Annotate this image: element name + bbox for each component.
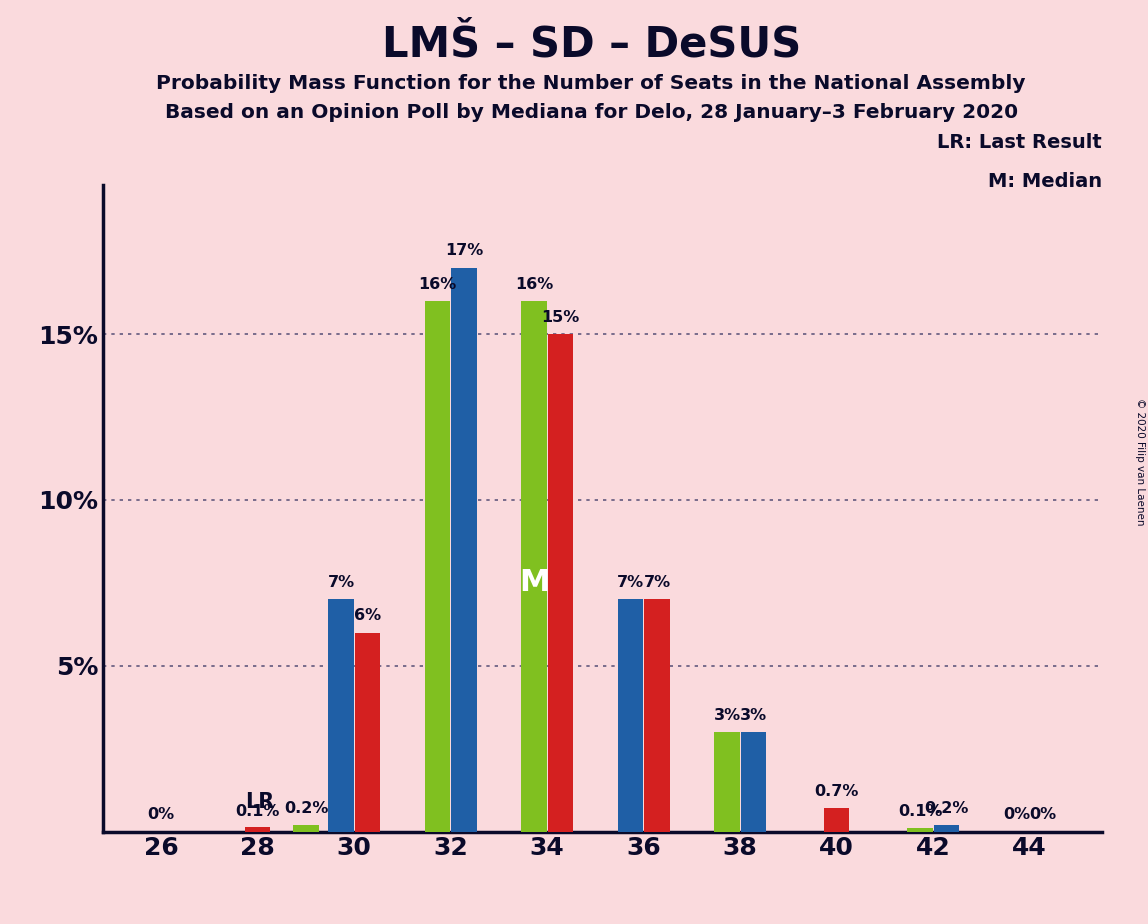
Text: 3%: 3% bbox=[713, 708, 740, 723]
Bar bbox=[740, 732, 766, 832]
Text: 0.2%: 0.2% bbox=[284, 801, 328, 816]
Text: 0%: 0% bbox=[1030, 808, 1056, 822]
Bar bbox=[548, 334, 573, 832]
Bar bbox=[714, 732, 739, 832]
Bar bbox=[246, 828, 270, 832]
Bar bbox=[933, 825, 959, 832]
Text: Based on an Opinion Poll by Mediana for Delo, 28 January–3 February 2020: Based on an Opinion Poll by Mediana for … bbox=[164, 103, 1018, 123]
Bar bbox=[425, 301, 450, 832]
Text: 17%: 17% bbox=[445, 243, 483, 259]
Text: LR: Last Result: LR: Last Result bbox=[937, 133, 1102, 152]
Bar bbox=[355, 633, 380, 832]
Bar bbox=[644, 600, 669, 832]
Text: 3%: 3% bbox=[740, 708, 767, 723]
Bar bbox=[618, 600, 643, 832]
Text: M: Median: M: Median bbox=[988, 172, 1102, 191]
Text: 0.2%: 0.2% bbox=[924, 801, 969, 816]
Text: 15%: 15% bbox=[542, 310, 580, 324]
Text: 7%: 7% bbox=[327, 575, 355, 590]
Bar bbox=[451, 268, 476, 832]
Text: 0%: 0% bbox=[148, 808, 174, 822]
Bar bbox=[246, 827, 270, 832]
Bar bbox=[907, 828, 932, 832]
Text: 7%: 7% bbox=[643, 575, 670, 590]
Text: LR: LR bbox=[246, 793, 274, 812]
Text: 0.1%: 0.1% bbox=[898, 804, 943, 819]
Bar bbox=[294, 825, 319, 832]
Text: M: M bbox=[519, 568, 549, 597]
Text: 16%: 16% bbox=[514, 276, 553, 292]
Text: © 2020 Filip van Laenen: © 2020 Filip van Laenen bbox=[1135, 398, 1145, 526]
Text: 6%: 6% bbox=[354, 608, 381, 624]
Text: LMŠ – SD – DeSUS: LMŠ – SD – DeSUS bbox=[381, 23, 801, 65]
Bar bbox=[824, 808, 850, 832]
Text: 0%: 0% bbox=[1003, 808, 1030, 822]
Text: Probability Mass Function for the Number of Seats in the National Assembly: Probability Mass Function for the Number… bbox=[156, 74, 1026, 93]
Text: 16%: 16% bbox=[418, 276, 457, 292]
Text: 0.7%: 0.7% bbox=[815, 784, 859, 799]
Bar bbox=[521, 301, 546, 832]
Bar bbox=[328, 600, 354, 832]
Text: 0.1%: 0.1% bbox=[235, 804, 280, 819]
Text: 7%: 7% bbox=[616, 575, 644, 590]
